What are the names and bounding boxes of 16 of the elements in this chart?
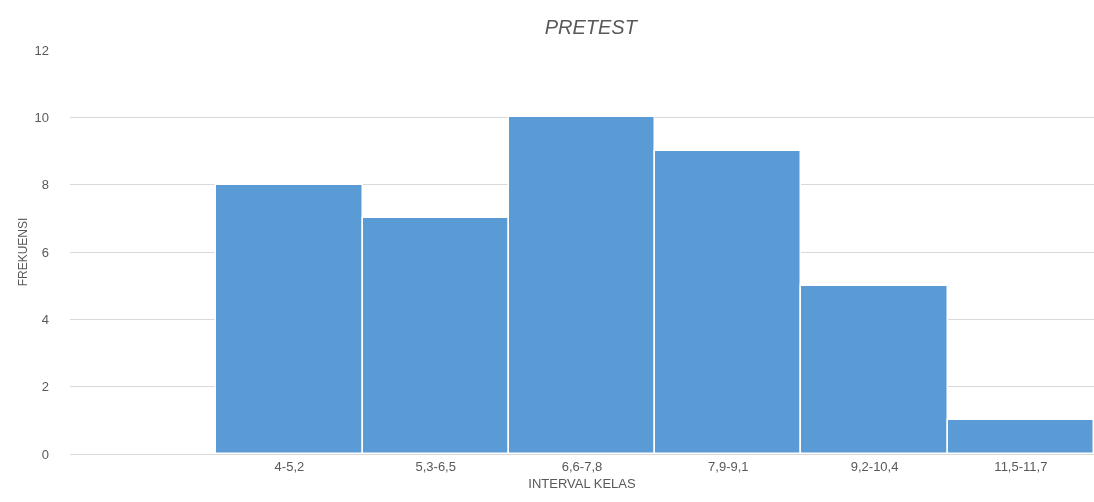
y-tick-label: 0 [41,446,49,462]
y-tick-label: 10 [34,109,49,125]
chart-title: PRETEST [544,16,639,39]
x-tick-label: 4-5,2 [274,458,305,474]
x-tick-label: 11,5-11,7 [994,458,1048,474]
x-tick-label: 7,9-9,1 [708,458,749,474]
y-axis-title: FREKUENSI [15,217,30,287]
y-tick-label: 2 [41,379,49,395]
x-tick-label: 6,6-7,8 [561,458,603,474]
x-tick-label: 5,3-6,5 [415,458,456,474]
x-axis-title: INTERVAL KELAS [528,476,637,492]
y-tick-label: 4 [41,311,49,327]
y-tick-label: 8 [41,177,49,193]
y-tick-label: 12 [34,42,49,58]
x-tick-label: 9,2-10,4 [850,458,899,474]
y-tick-label: 6 [41,244,49,260]
